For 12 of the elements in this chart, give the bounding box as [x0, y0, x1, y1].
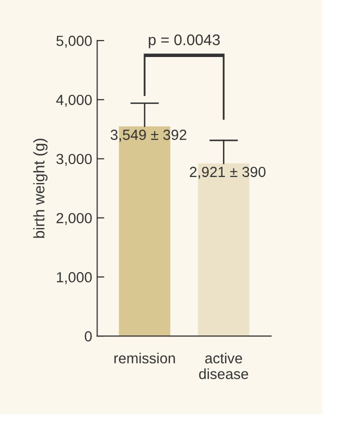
y-tick-label: 3,000	[56, 154, 92, 166]
data-label: 3,549 ± 392	[110, 130, 186, 142]
annotation: p = 0.0043	[148, 34, 220, 48]
x-tick-label: remission	[114, 352, 175, 364]
data-label: 2,921 ± 390	[190, 166, 266, 179]
y-tick-label: 0	[84, 331, 92, 342]
y-tick-label: 4,000	[56, 94, 92, 107]
y-axis-title: birth weight (g)	[33, 138, 48, 238]
x-tick-label: active disease	[199, 352, 248, 380]
y-tick-label: 1,000	[56, 272, 92, 284]
y-tick-label: 5,000	[56, 36, 92, 48]
y-tick-label: 2,000	[56, 212, 92, 226]
